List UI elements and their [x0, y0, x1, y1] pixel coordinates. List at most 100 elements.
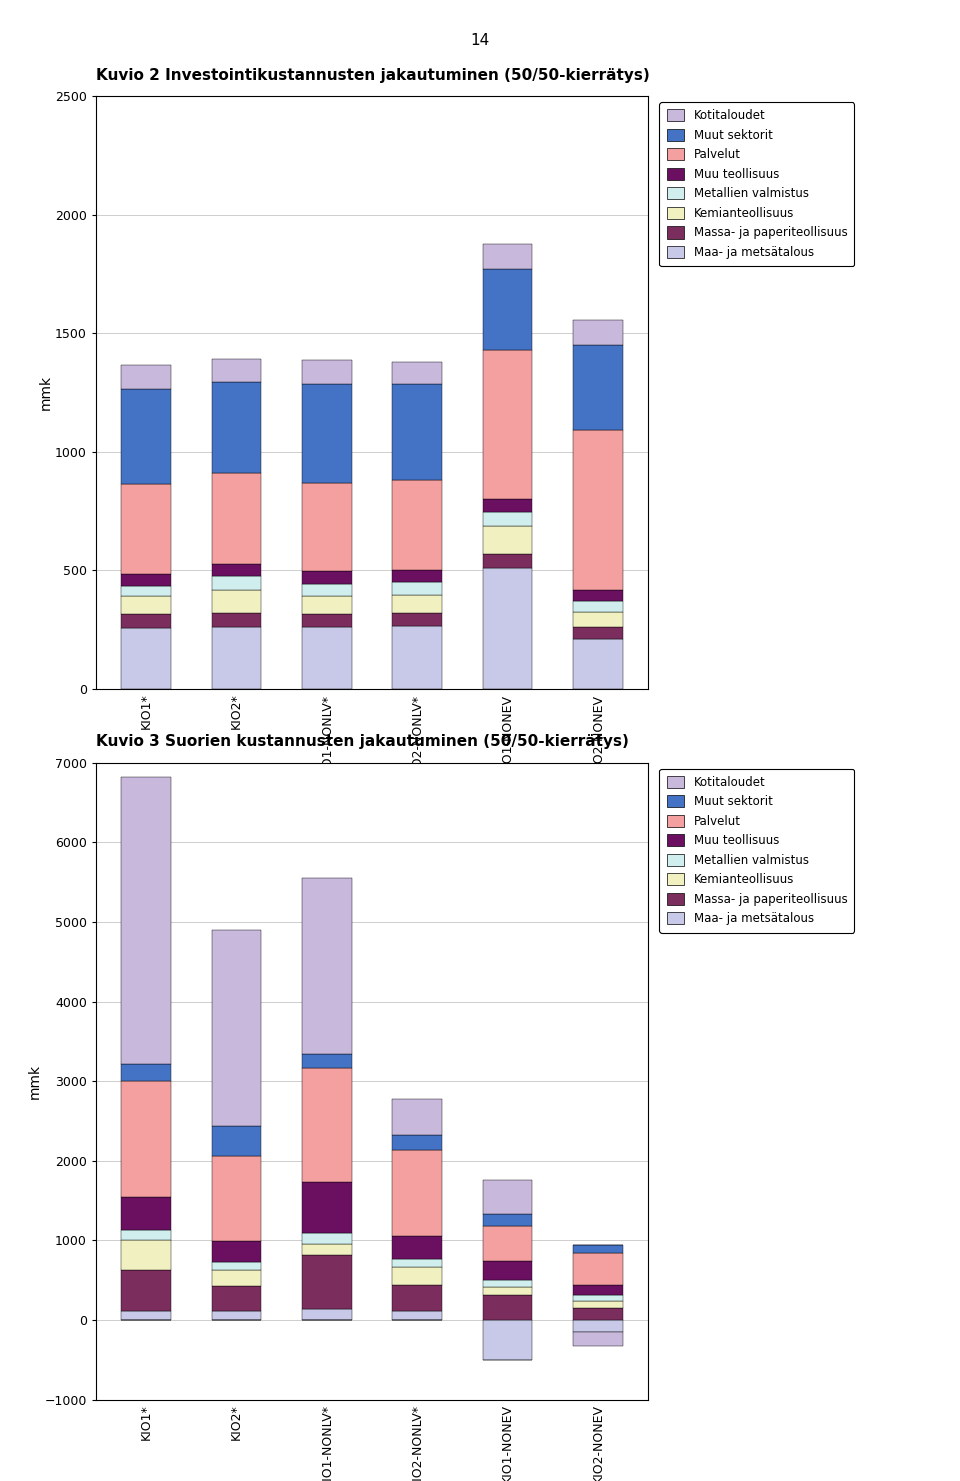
- Bar: [121, 1197, 171, 1231]
- Bar: [302, 384, 351, 483]
- Bar: [211, 591, 261, 613]
- Bar: [302, 360, 351, 384]
- Bar: [302, 1182, 351, 1232]
- Bar: [393, 1259, 442, 1268]
- Bar: [302, 585, 351, 597]
- Bar: [211, 1286, 261, 1311]
- Bar: [302, 1244, 351, 1254]
- Bar: [483, 512, 533, 526]
- Bar: [393, 1237, 442, 1259]
- Bar: [302, 1053, 351, 1068]
- Bar: [121, 597, 171, 615]
- Bar: [121, 1081, 171, 1197]
- Text: 14: 14: [470, 33, 490, 47]
- Bar: [573, 320, 623, 345]
- Bar: [393, 1151, 442, 1237]
- Legend: Kotitaloudet, Muut sektorit, Palvelut, Muu teollisuus, Metallien valmistus, Kemi: Kotitaloudet, Muut sektorit, Palvelut, M…: [660, 769, 854, 933]
- Bar: [121, 1269, 171, 1311]
- Bar: [393, 570, 442, 582]
- Y-axis label: mmk: mmk: [38, 375, 52, 410]
- Bar: [573, 1308, 623, 1320]
- Bar: [121, 778, 171, 1063]
- Bar: [573, 612, 623, 626]
- Bar: [573, 1296, 623, 1302]
- Bar: [393, 1286, 442, 1311]
- Bar: [121, 1063, 171, 1081]
- Bar: [393, 480, 442, 570]
- Bar: [302, 572, 351, 585]
- Bar: [573, 1244, 623, 1253]
- Bar: [483, 1180, 533, 1214]
- Bar: [211, 1311, 261, 1320]
- Bar: [121, 366, 171, 390]
- Bar: [573, 626, 623, 638]
- Bar: [573, 1302, 623, 1308]
- Bar: [393, 1311, 442, 1320]
- Bar: [573, 431, 623, 591]
- Bar: [393, 361, 442, 384]
- Bar: [211, 930, 261, 1126]
- Bar: [483, 244, 533, 270]
- Bar: [211, 564, 261, 576]
- Bar: [121, 484, 171, 573]
- Bar: [302, 1254, 351, 1309]
- Bar: [121, 1231, 171, 1241]
- Bar: [573, 601, 623, 612]
- Bar: [211, 613, 261, 626]
- Bar: [483, 1280, 533, 1287]
- Bar: [211, 626, 261, 689]
- Bar: [121, 615, 171, 628]
- Bar: [483, 1214, 533, 1226]
- Bar: [393, 582, 442, 595]
- Bar: [573, 1286, 623, 1296]
- Text: Kuvio 2 Investointikustannusten jakautuminen (50/50-kierrätys): Kuvio 2 Investointikustannusten jakautum…: [96, 68, 650, 83]
- Bar: [302, 1068, 351, 1182]
- Bar: [483, 1320, 533, 1360]
- Text: Kuvio 3 Suorien kustannusten jakautuminen (50/50-kierrätys): Kuvio 3 Suorien kustannusten jakautumine…: [96, 735, 629, 749]
- Bar: [121, 628, 171, 689]
- Bar: [483, 1226, 533, 1262]
- Bar: [483, 1287, 533, 1296]
- Bar: [393, 1136, 442, 1151]
- Bar: [211, 1262, 261, 1269]
- Bar: [302, 1309, 351, 1320]
- Bar: [121, 390, 171, 484]
- Bar: [483, 526, 533, 554]
- Bar: [393, 1099, 442, 1136]
- Bar: [393, 613, 442, 626]
- Bar: [393, 384, 442, 480]
- Bar: [211, 1269, 261, 1286]
- Bar: [211, 1241, 261, 1262]
- Legend: Kotitaloudet, Muut sektorit, Palvelut, Muu teollisuus, Metallien valmistus, Kemi: Kotitaloudet, Muut sektorit, Palvelut, M…: [660, 102, 854, 267]
- Bar: [121, 1241, 171, 1269]
- Bar: [393, 626, 442, 689]
- Bar: [393, 595, 442, 613]
- Bar: [211, 576, 261, 591]
- Bar: [393, 1268, 442, 1286]
- Bar: [211, 382, 261, 472]
- Bar: [483, 554, 533, 567]
- Bar: [302, 878, 351, 1053]
- Bar: [302, 597, 351, 615]
- Bar: [573, 345, 623, 431]
- Bar: [573, 1253, 623, 1286]
- Bar: [483, 567, 533, 689]
- Bar: [483, 499, 533, 512]
- Y-axis label: mmk: mmk: [28, 1063, 42, 1099]
- Bar: [121, 585, 171, 597]
- Bar: [302, 615, 351, 626]
- Bar: [121, 1311, 171, 1320]
- Bar: [573, 1331, 623, 1346]
- Bar: [302, 1232, 351, 1244]
- Bar: [483, 1262, 533, 1280]
- Bar: [211, 472, 261, 564]
- Bar: [211, 1126, 261, 1157]
- Bar: [211, 1157, 261, 1241]
- Bar: [573, 1320, 623, 1331]
- Bar: [302, 626, 351, 689]
- Bar: [483, 1296, 533, 1320]
- Bar: [573, 591, 623, 601]
- Bar: [483, 270, 533, 350]
- Bar: [483, 350, 533, 499]
- Bar: [573, 638, 623, 689]
